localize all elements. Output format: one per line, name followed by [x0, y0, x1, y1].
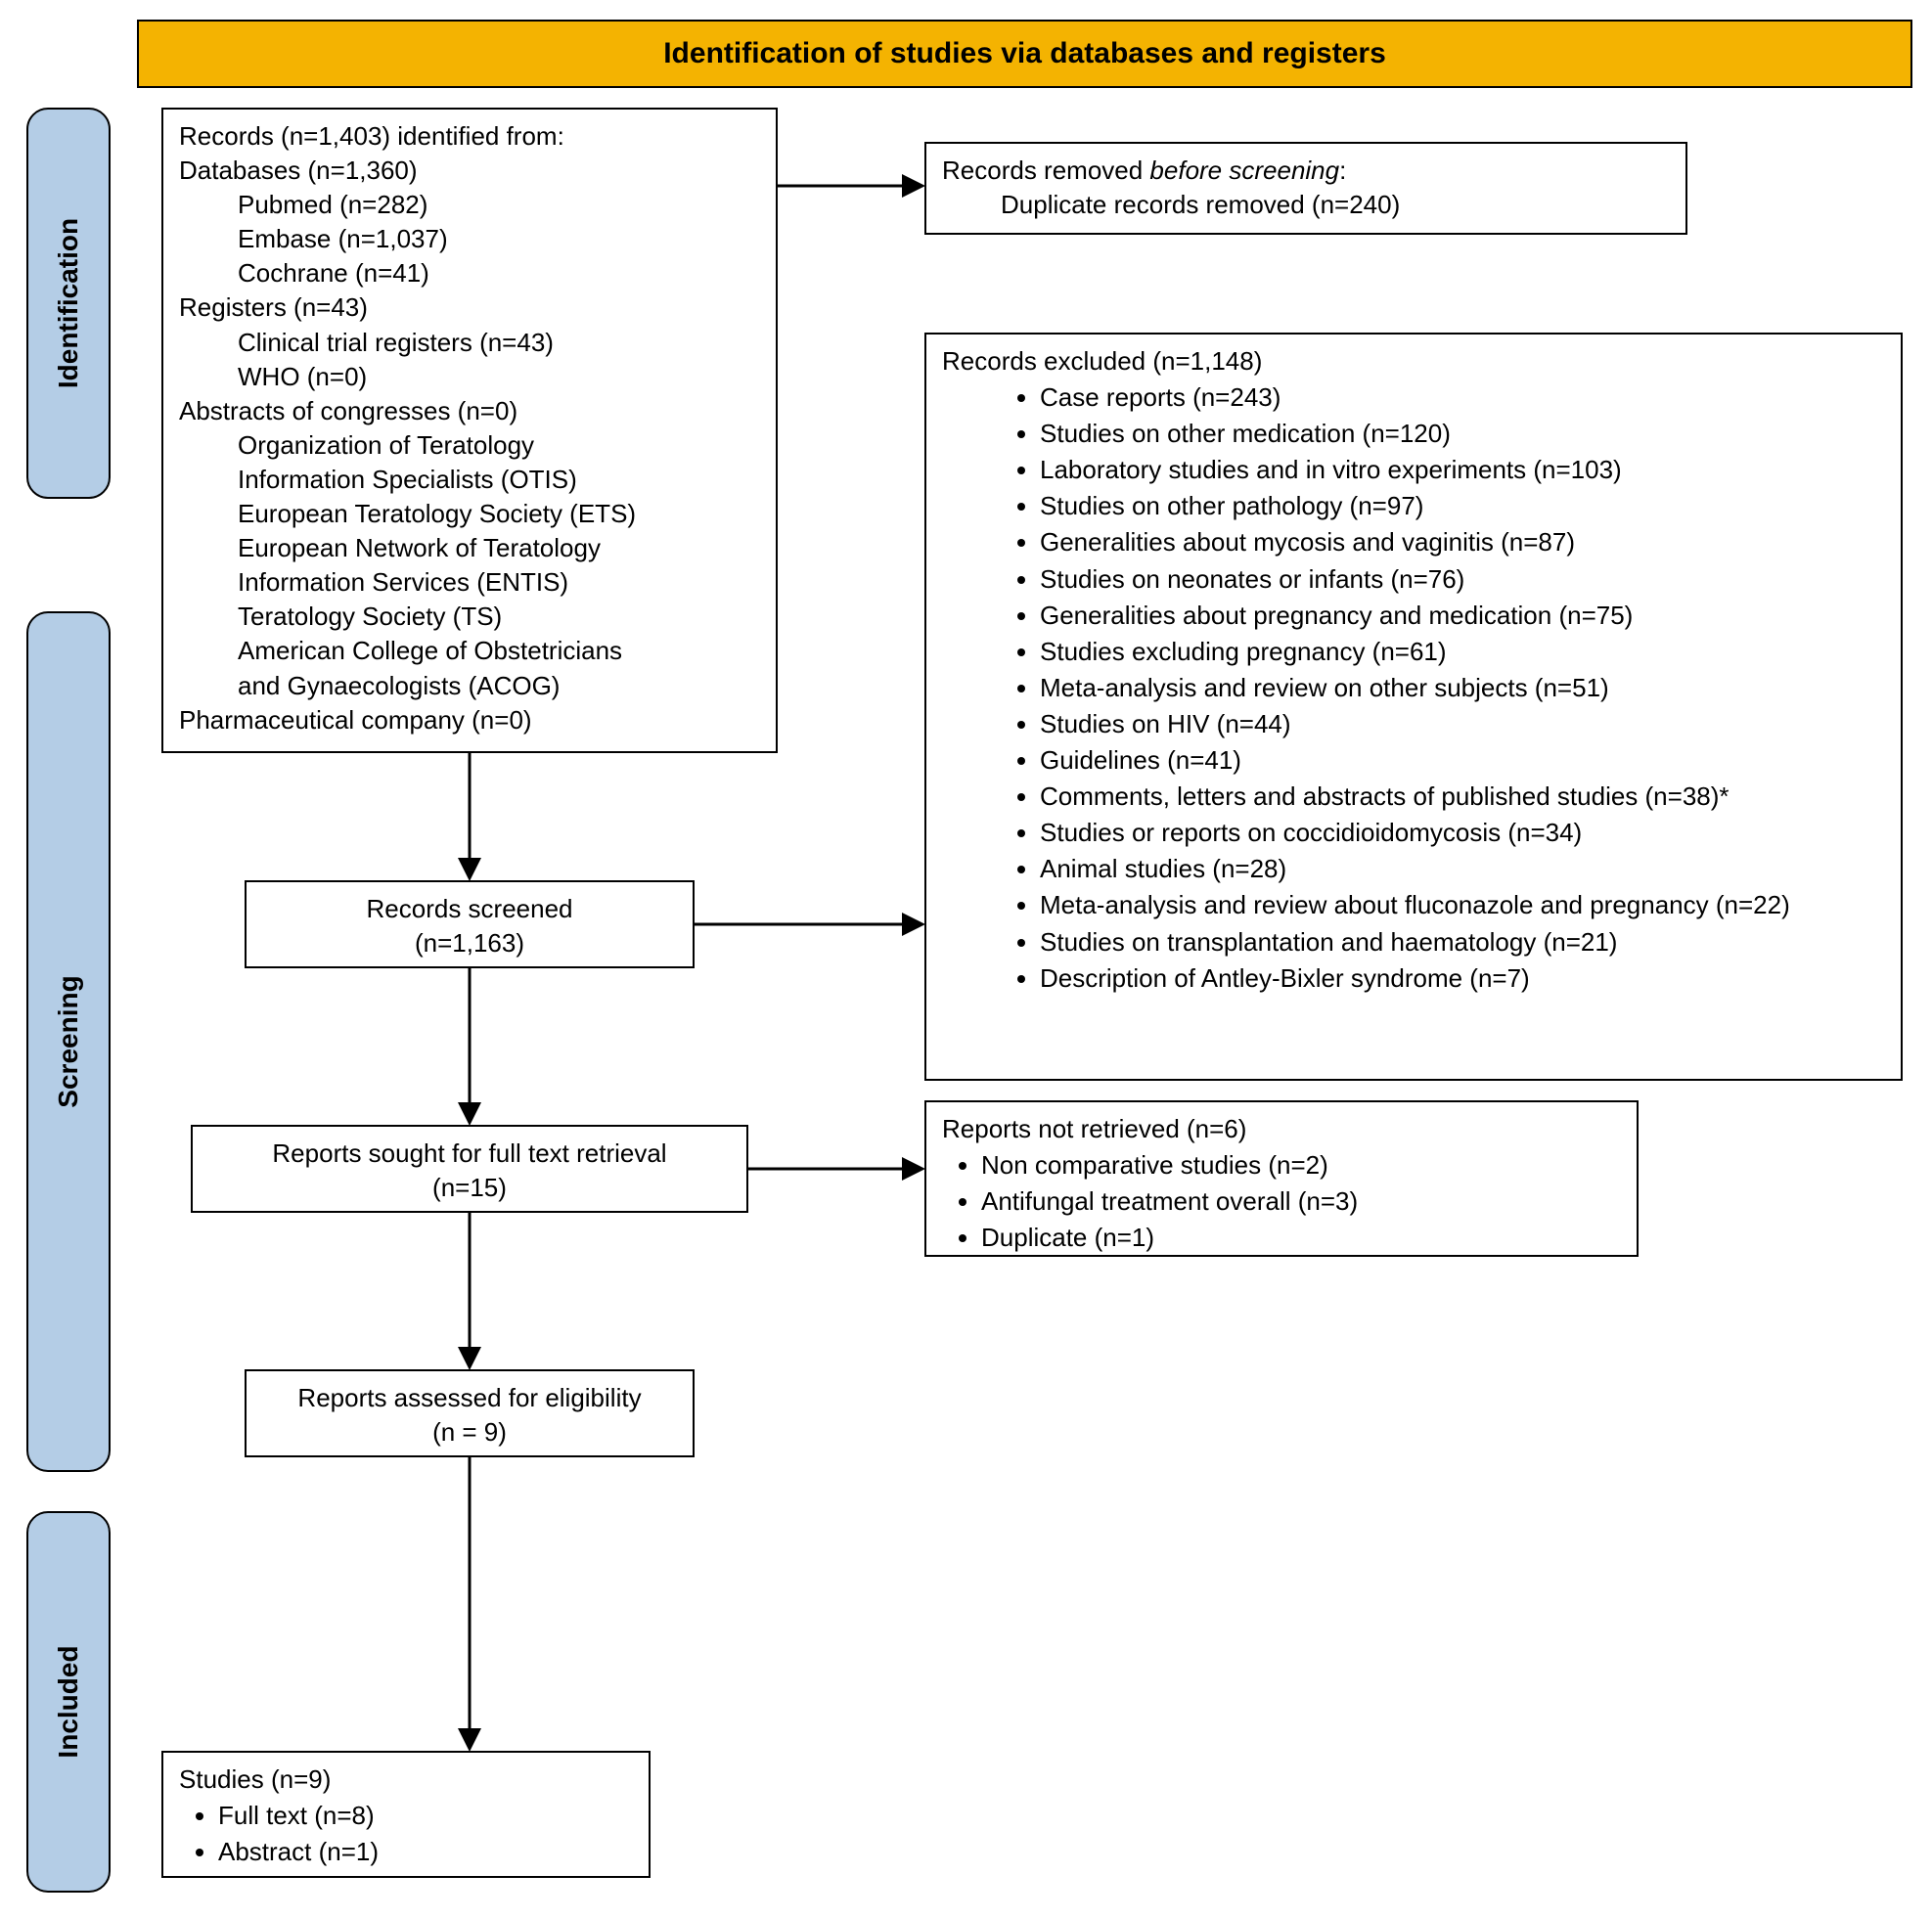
- box-bullet: Description of Antley-Bixler syndrome (n…: [1040, 961, 1885, 996]
- box-bullet: Generalities about mycosis and vaginitis…: [1040, 525, 1885, 559]
- box-included_box: Studies (n=9)Full text (n=8)Abstract (n=…: [161, 1751, 651, 1878]
- box-bullet: Generalities about pregnancy and medicat…: [1040, 599, 1885, 633]
- box-bullet: Meta-analysis and review on other subjec…: [1040, 671, 1885, 705]
- box-line: (n=15): [208, 1171, 731, 1205]
- box-bullet: Guidelines (n=41): [1040, 743, 1885, 778]
- box-bullet: Animal studies (n=28): [1040, 852, 1885, 886]
- box-assessed: Reports assessed for eligibility(n = 9): [245, 1369, 695, 1457]
- box-bullet: Meta-analysis and review about fluconazo…: [1040, 888, 1885, 922]
- box-line: Cochrane (n=41): [179, 256, 760, 290]
- box-line: Reports sought for full text retrieval: [208, 1137, 731, 1171]
- box-line: Records screened: [262, 892, 677, 926]
- box-line: European Teratology Society (ETS): [179, 497, 760, 531]
- box-line: Duplicate records removed (n=240): [942, 188, 1670, 222]
- box-heading: Reports not retrieved (n=6): [942, 1112, 1621, 1146]
- box-line: Information Specialists (OTIS): [179, 463, 760, 497]
- box-line: Abstracts of congresses (n=0): [179, 394, 760, 428]
- phase-pill-identification: Identification: [26, 108, 111, 499]
- box-bullet-list: Full text (n=8)Abstract (n=1): [179, 1799, 633, 1869]
- box-line: (n=1,163): [262, 926, 677, 960]
- box-bullet: Studies on transplantation and haematolo…: [1040, 925, 1885, 960]
- box-retrieval: Reports sought for full text retrieval(n…: [191, 1125, 748, 1213]
- box-line: Pharmaceutical company (n=0): [179, 703, 760, 737]
- box-line: (n = 9): [262, 1415, 677, 1450]
- box-bullet: Comments, letters and abstracts of publi…: [1040, 780, 1885, 814]
- box-heading: Records excluded (n=1,148): [942, 344, 1885, 379]
- box-bullet: Studies on neonates or infants (n=76): [1040, 562, 1885, 597]
- box-identified: Records (n=1,403) identified from:Databa…: [161, 108, 778, 753]
- box-line: Records removed before screening:: [942, 154, 1670, 188]
- header-title: Identification of studies via databases …: [663, 37, 1386, 70]
- box-bullet: Laboratory studies and in vitro experime…: [1040, 453, 1885, 487]
- box-bullet: Studies on HIV (n=44): [1040, 707, 1885, 741]
- box-line: Pubmed (n=282): [179, 188, 760, 222]
- box-bullet: Studies excluding pregnancy (n=61): [1040, 635, 1885, 669]
- box-removed_before: Records removed before screening:Duplica…: [924, 142, 1687, 235]
- box-bullet: Studies on other pathology (n=97): [1040, 489, 1885, 523]
- box-bullet: Case reports (n=243): [1040, 380, 1885, 415]
- box-bullet-list: Non comparative studies (n=2)Antifungal …: [942, 1148, 1621, 1255]
- box-bullet: Studies on other medication (n=120): [1040, 417, 1885, 451]
- phase-label: Identification: [53, 218, 84, 388]
- box-line: American College of Obstetricians: [179, 634, 760, 668]
- box-bullet: Antifungal treatment overall (n=3): [981, 1184, 1621, 1219]
- phase-label: Included: [53, 1645, 84, 1758]
- box-bullet-list: Case reports (n=243)Studies on other med…: [942, 380, 1885, 996]
- box-screened: Records screened(n=1,163): [245, 880, 695, 968]
- box-not_retrieved: Reports not retrieved (n=6)Non comparati…: [924, 1100, 1639, 1257]
- box-heading: Studies (n=9): [179, 1763, 633, 1797]
- box-bullet: Non comparative studies (n=2): [981, 1148, 1621, 1183]
- box-line: and Gynaecologists (ACOG): [179, 669, 760, 703]
- header-bar: Identification of studies via databases …: [137, 20, 1912, 88]
- box-line: Organization of Teratology: [179, 428, 760, 463]
- box-line: Registers (n=43): [179, 290, 760, 325]
- box-line: Databases (n=1,360): [179, 154, 760, 188]
- box-line: Clinical trial registers (n=43): [179, 326, 760, 360]
- box-line: European Network of Teratology: [179, 531, 760, 565]
- box-line: Records (n=1,403) identified from:: [179, 119, 760, 154]
- box-line: WHO (n=0): [179, 360, 760, 394]
- box-line: Reports assessed for eligibility: [262, 1381, 677, 1415]
- box-bullet: Full text (n=8): [218, 1799, 633, 1833]
- box-line: Information Services (ENTIS): [179, 565, 760, 600]
- box-excluded: Records excluded (n=1,148)Case reports (…: [924, 333, 1903, 1081]
- box-bullet: Duplicate (n=1): [981, 1221, 1621, 1255]
- box-line: Teratology Society (TS): [179, 600, 760, 634]
- box-line: Embase (n=1,037): [179, 222, 760, 256]
- phase-pill-included: Included: [26, 1511, 111, 1893]
- phase-pill-screening: Screening: [26, 611, 111, 1472]
- box-bullet: Abstract (n=1): [218, 1835, 633, 1869]
- box-bullet: Studies or reports on coccidioidomycosis…: [1040, 816, 1885, 850]
- phase-label: Screening: [53, 975, 84, 1107]
